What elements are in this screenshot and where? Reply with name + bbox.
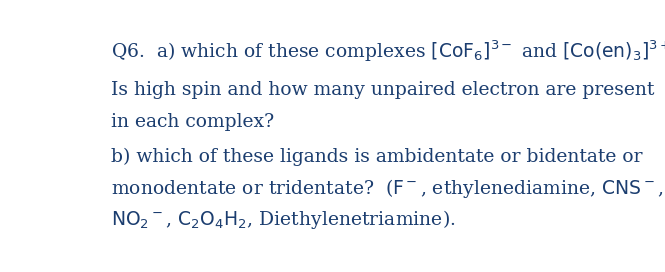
- Text: b) which of these ligands is ambidentate or bidentate or: b) which of these ligands is ambidentate…: [112, 148, 643, 166]
- Text: $\mathrm{NO_2}^-$, $\mathrm{C_2O_4H_2}$, Diethylenetriamine).: $\mathrm{NO_2}^-$, $\mathrm{C_2O_4H_2}$,…: [112, 208, 456, 231]
- Text: monodentate or tridentate?  ($\mathrm{F}^-$, ethylenediamine, $\mathrm{CNS}^-$,: monodentate or tridentate? ($\mathrm{F}^…: [112, 177, 664, 200]
- Text: Q6.  a) which of these complexes $[\mathrm{CoF}_6]^{3-}$ and $[\mathrm{Co(en)}_3: Q6. a) which of these complexes $[\mathr…: [112, 38, 665, 64]
- Text: in each complex?: in each complex?: [112, 113, 275, 131]
- Text: Is high spin and how many unpaired electron are present: Is high spin and how many unpaired elect…: [112, 82, 655, 100]
